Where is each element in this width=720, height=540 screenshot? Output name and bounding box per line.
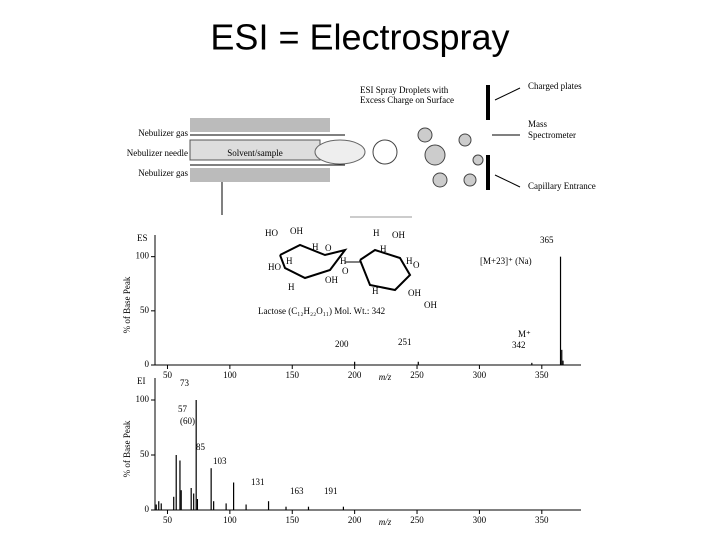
label: Nebulizer gas: [138, 168, 188, 178]
atom-label: O: [413, 260, 420, 270]
label: Nebulizer gas: [138, 128, 188, 138]
x-tick-label: 200: [348, 370, 362, 380]
x-tick-label: 150: [286, 515, 300, 525]
arrow: [494, 174, 521, 188]
gas-tube: [190, 168, 330, 182]
structure-caption: Lactose (C₁₂H₂₂O₁₁) Mol. Wt.: 342: [258, 306, 385, 316]
label: Mass: [528, 119, 547, 129]
y-tick-label: 50: [140, 305, 150, 315]
droplet-cone: [314, 139, 366, 165]
atom-label: H: [286, 256, 293, 266]
y-axis-label: % of Base Peak: [122, 276, 132, 333]
peak-label: 103: [213, 456, 227, 466]
atom-label: H: [380, 244, 387, 254]
peak-label: [M+23]⁺ (Na): [480, 256, 532, 266]
peak-label: 251: [398, 337, 412, 347]
atom-label: OH: [392, 230, 405, 240]
peak-label: 365: [540, 235, 554, 245]
atom-label: H: [373, 228, 380, 238]
peak-label: 73: [180, 378, 190, 388]
label: ESI Spray Droplets with: [360, 85, 449, 95]
atom-label: HO: [265, 228, 278, 238]
label: Solvent/sample: [227, 148, 283, 158]
droplet: [417, 127, 433, 143]
x-tick-label: 50: [163, 370, 173, 380]
y-tick-label: 50: [140, 449, 150, 459]
ring: [279, 243, 348, 280]
atom-label: H: [406, 256, 413, 266]
x-tick-label: 300: [473, 370, 487, 380]
y-tick-label: 0: [145, 504, 150, 514]
atom-label: O: [342, 266, 349, 276]
peak-label: 163: [290, 486, 304, 496]
x-tick-label: 350: [535, 370, 549, 380]
atom-label: H: [288, 282, 295, 292]
electrospray-diagram: Nebulizer gas Nebulizer needle Nebulizer…: [127, 81, 596, 218]
peak-label: 85: [196, 442, 206, 452]
atom-label: HO: [268, 262, 281, 272]
lactose-structure: [279, 243, 412, 292]
peak-label: 200: [335, 339, 349, 349]
y-tick-label: 100: [136, 251, 150, 261]
droplet: [372, 139, 398, 165]
atom-label: H: [372, 286, 379, 296]
atom-label: OH: [290, 226, 303, 236]
x-axis-label: m/z: [379, 517, 392, 527]
label: Excess Charge on Surface: [360, 95, 454, 105]
droplet: [463, 173, 477, 187]
peak-label: 342: [512, 340, 526, 350]
atom-label: OH: [325, 275, 338, 285]
chart-title: EI: [137, 376, 146, 386]
droplet: [432, 172, 448, 188]
atom-label: H: [312, 242, 319, 252]
x-tick-label: 100: [223, 370, 237, 380]
chart-title: ES: [137, 233, 148, 243]
y-tick-label: 100: [136, 394, 150, 404]
atom-label: O: [325, 243, 332, 253]
x-tick-label: 50: [163, 515, 173, 525]
label: Spectrometer: [528, 130, 576, 140]
droplet: [458, 133, 472, 147]
atom-label: OH: [408, 288, 421, 298]
arrow: [494, 87, 521, 101]
peak-label: 131: [251, 477, 265, 487]
x-tick-label: 350: [535, 515, 549, 525]
peak-label: 57: [178, 404, 188, 414]
x-tick-label: 300: [473, 515, 487, 525]
atom-label: OH: [424, 300, 437, 310]
ring: [359, 248, 412, 292]
x-tick-label: 100: [223, 515, 237, 525]
peak-label: M⁺: [518, 329, 531, 339]
droplet: [424, 144, 446, 166]
droplet: [472, 154, 484, 166]
peak-label: 191: [324, 486, 338, 496]
x-tick-label: 250: [410, 515, 424, 525]
peak-label: (60): [180, 416, 195, 426]
label: Charged plates: [528, 81, 582, 91]
x-tick-label: 200: [348, 515, 362, 525]
atom-label: H: [340, 256, 347, 266]
slide-title: ESI = Electrospray: [210, 17, 509, 58]
x-tick-label: 250: [410, 370, 424, 380]
x-axis-label: m/z: [379, 372, 392, 382]
label: Nebulizer needle: [127, 148, 188, 158]
x-tick-label: 150: [286, 370, 300, 380]
y-tick-label: 0: [145, 359, 150, 369]
y-axis-label: % of Base Peak: [122, 420, 132, 477]
label: Capillary Entrance: [528, 181, 596, 191]
gas-tube: [190, 118, 330, 132]
